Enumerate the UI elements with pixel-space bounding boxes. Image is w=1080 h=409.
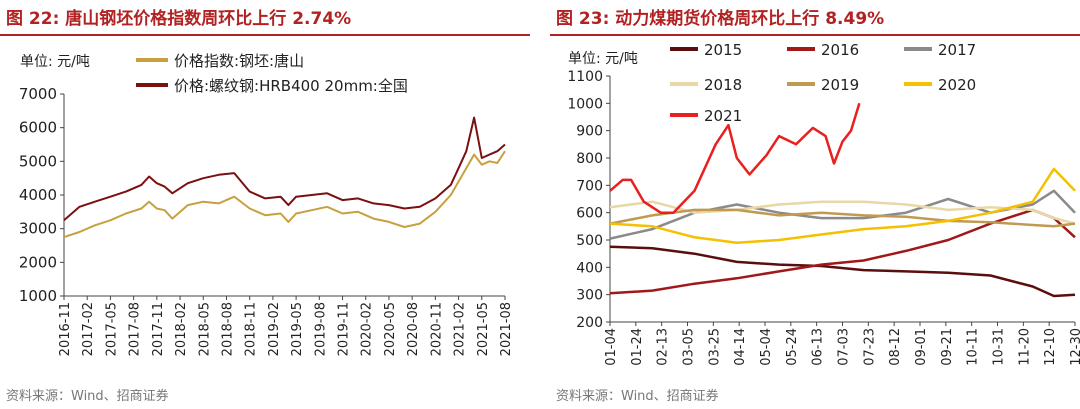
y-tick-label: 1000: [567, 96, 603, 112]
x-tick-label: 03-25: [707, 328, 722, 366]
x-tick-label: 12-30: [1069, 328, 1080, 366]
y-unit-label: 单位: 元/吨: [20, 54, 90, 70]
x-tick-label: 2020-02: [360, 302, 375, 356]
y-tick-label: 900: [576, 124, 603, 140]
x-tick-label: 10-31: [992, 328, 1007, 366]
legend-label: 2018: [704, 76, 742, 94]
x-tick-label: 2017-08: [128, 302, 143, 356]
steel-price-chart: 1000 2000 3000 4000 5000 6000 7000 2016-11 2017-…: [19, 52, 514, 356]
y-tick-label: 800: [576, 151, 603, 167]
series-line-2015: [609, 245, 1076, 298]
x-tick-label: 2018-05: [197, 302, 212, 356]
x-tick-label: 10-11: [966, 328, 981, 366]
legend-label: 2019: [821, 76, 859, 94]
x-tick-label: 2019-08: [313, 302, 328, 356]
legend-label: 2015: [704, 41, 742, 59]
y-unit-label: 单位: 元/吨: [568, 51, 638, 67]
x-tick-label: 05-24: [785, 328, 800, 366]
series-line-HRB40020mm: [63, 116, 506, 222]
x-tick-label: 04-14: [733, 328, 748, 366]
x-tick-label: 2021-02: [453, 302, 468, 356]
x-tick-label: 2018-11: [244, 302, 259, 356]
title-divider: [550, 34, 1080, 36]
y-tick-label: 1000: [19, 287, 57, 305]
chart-title: 图 23: 动力煤期货价格周环比上行 8.49%: [556, 9, 885, 29]
legend-label: 价格:螺纹钢:HRB400 20mm:全国: [174, 77, 408, 95]
x-tick-label: 07-23: [862, 328, 877, 366]
x-tick-label: 2017-05: [104, 302, 119, 356]
x-tick-label: 09-01: [914, 328, 929, 366]
y-tick-label: 200: [576, 315, 603, 331]
x-tick-label: 01-24: [630, 328, 645, 366]
source-note: 资料来源：Wind、招商证券: [6, 389, 169, 404]
y-tick-label: 7000: [19, 85, 57, 103]
x-tick-label: 12-10: [1043, 328, 1058, 366]
y-tick-label: 700: [576, 178, 603, 194]
x-tick-label: 2017-02: [81, 302, 96, 356]
y-tick-label: 400: [576, 260, 603, 276]
legend-label: 价格指数:钢坯:唐山: [174, 52, 304, 70]
x-tick-label: 2021-05: [476, 302, 491, 356]
x-tick-label: 08-12: [888, 328, 903, 366]
x-tick-label: 02-13: [656, 328, 671, 366]
y-tick-label: 6000: [19, 119, 57, 137]
series-line-2021: [609, 102, 861, 214]
y-tick-label: 600: [576, 206, 603, 222]
x-tick-label: 2019-02: [267, 302, 282, 356]
y-tick-label: 300: [576, 288, 603, 304]
series-line-2020: [609, 167, 1076, 244]
x-tick-label: 07-03: [837, 328, 852, 366]
y-tick-label: 4000: [19, 186, 57, 204]
x-tick-label: 2017-11: [151, 302, 166, 356]
x-tick-label: 2018-02: [174, 302, 189, 356]
y-tick-label: 5000: [19, 152, 57, 170]
legend-label: 2017: [938, 41, 976, 59]
x-tick-label: 2020-11: [429, 302, 444, 356]
y-tick-label: 3000: [19, 220, 57, 238]
chart-panel-steel: 图 22: 唐山钢坯价格指数周环比上行 2.74% 1000 2000 3000 40…: [0, 0, 530, 409]
coal-futures-chart: 200 300 400 500 600 700 800 900 1000 1100 01-04 01-…: [567, 41, 1080, 366]
y-tick-label: 1100: [567, 69, 603, 85]
legend-label: 2021: [704, 107, 742, 125]
y-tick-label: 2000: [19, 253, 57, 271]
x-tick-label: 11-20: [1017, 328, 1032, 366]
x-tick-label: 01-04: [604, 328, 619, 366]
x-tick-label: 2016-11: [58, 302, 73, 356]
legend-label: 2020: [938, 76, 976, 94]
series-line-2018: [609, 200, 1076, 225]
x-tick-label: 2019-05: [290, 302, 305, 356]
title-divider: [0, 34, 530, 36]
x-tick-label: 2019-11: [337, 302, 352, 356]
x-tick-label: 2018-08: [220, 302, 235, 356]
legend-label: 2016: [821, 41, 859, 59]
x-tick-label: 06-13: [811, 328, 826, 366]
series-line-: [63, 150, 506, 239]
source-note: 资料来源：Wind、招商证券: [556, 389, 719, 404]
x-tick-label: 09-21: [940, 328, 955, 366]
y-tick-label: 500: [576, 233, 603, 249]
series-line-2019: [609, 208, 1076, 228]
x-tick-label: 05-04: [759, 328, 774, 366]
chart-title: 图 22: 唐山钢坯价格指数周环比上行 2.74%: [6, 9, 352, 29]
chart-panel-coal: 图 23: 动力煤期货价格周环比上行 8.49% 200 300 400 500 600…: [550, 0, 1080, 409]
x-tick-label: 2020-05: [383, 302, 398, 356]
x-tick-label: 2021-08: [499, 302, 514, 356]
x-tick-label: 2020-08: [406, 302, 421, 356]
x-tick-label: 03-05: [682, 328, 697, 366]
